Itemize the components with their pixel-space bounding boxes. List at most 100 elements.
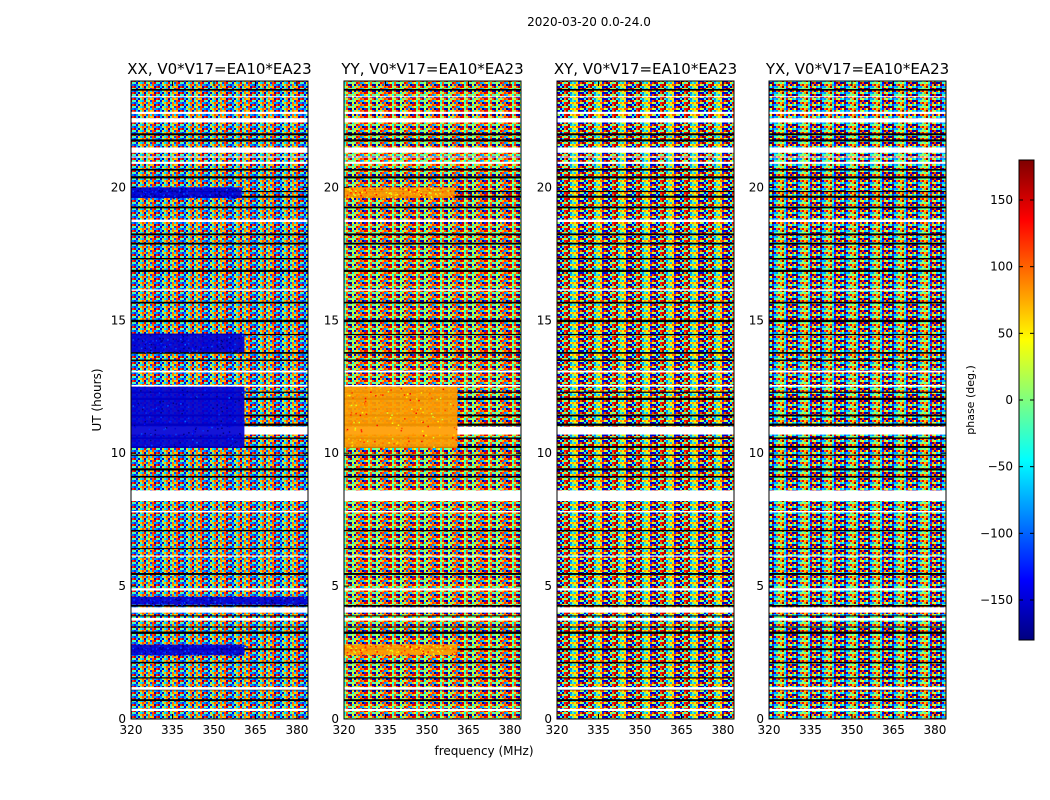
- speckle: [178, 599, 180, 602]
- speckle: [165, 651, 168, 654]
- speckle: [455, 653, 458, 656]
- flag-stripe: [769, 352, 946, 354]
- speckle: [363, 654, 365, 656]
- speckle: [137, 402, 139, 405]
- speckle: [149, 334, 152, 337]
- speckle: [449, 649, 451, 651]
- speckle: [168, 193, 171, 195]
- speckle: [223, 338, 225, 341]
- flag-stripe: [131, 219, 308, 222]
- speckle: [194, 431, 196, 433]
- speckle: [237, 602, 239, 604]
- speckle: [228, 651, 231, 653]
- speckle: [230, 646, 233, 648]
- speckle: [359, 649, 362, 651]
- speckle: [397, 654, 399, 657]
- speckle: [207, 346, 209, 349]
- colorbar-label: phase (deg.): [964, 365, 977, 435]
- speckle: [234, 604, 237, 606]
- speckle: [183, 193, 185, 195]
- speckle: [350, 647, 353, 650]
- speckle: [400, 387, 403, 390]
- speckle: [397, 651, 400, 653]
- figure-suptitle: 2020-03-20 0.0-24.0: [527, 15, 651, 29]
- speckle: [175, 604, 178, 606]
- speckle: [169, 393, 171, 396]
- speckle: [192, 195, 195, 197]
- speckle: [234, 401, 237, 403]
- flag-stripe: [131, 529, 308, 532]
- speckle: [254, 597, 256, 599]
- speckle: [144, 195, 146, 197]
- flag-stripe: [557, 708, 734, 712]
- speckle: [168, 650, 171, 653]
- speckle: [152, 648, 154, 650]
- speckle: [140, 390, 142, 392]
- flag-stripe: [344, 156, 521, 158]
- flag-stripe: [131, 168, 308, 171]
- speckle: [200, 653, 202, 655]
- speckle: [163, 193, 166, 195]
- speckle: [160, 191, 163, 193]
- speckle: [137, 647, 139, 649]
- flag-stripe: [344, 301, 521, 304]
- speckle: [197, 647, 200, 649]
- speckle: [412, 433, 415, 435]
- speckle: [196, 654, 198, 656]
- speckle: [215, 191, 218, 193]
- x-tick-label: 365: [882, 723, 905, 737]
- speckle: [268, 602, 271, 605]
- speckle: [245, 598, 248, 600]
- speckle: [152, 604, 155, 606]
- speckle: [227, 652, 230, 654]
- speckle: [144, 652, 146, 655]
- speckle: [154, 346, 157, 349]
- speckle: [221, 190, 223, 192]
- speckle: [187, 417, 190, 420]
- speckle: [186, 192, 188, 195]
- speckle: [159, 400, 161, 403]
- speckle: [143, 192, 145, 195]
- flag-stripe: [769, 414, 946, 417]
- speckle: [144, 420, 146, 423]
- waterfall-image: [344, 81, 521, 719]
- speckle: [234, 343, 236, 346]
- speckle: [140, 645, 142, 647]
- speckle: [351, 645, 353, 648]
- speckle: [142, 348, 145, 350]
- speckle: [164, 599, 166, 602]
- flag-stripe: [557, 437, 734, 439]
- speckle: [380, 434, 383, 437]
- speckle: [149, 188, 151, 190]
- speckle: [430, 192, 432, 194]
- speckle: [139, 187, 142, 190]
- speckle: [350, 190, 353, 192]
- flag-stripe: [131, 352, 308, 354]
- panel-xx: XX, V0*V17=EA10*EA23 320 335 350 365 380 0 5 10 1…: [111, 60, 312, 737]
- flag-stripe: [557, 511, 734, 513]
- speckle: [387, 645, 390, 647]
- flag-stripe: [557, 289, 734, 291]
- speckle: [225, 195, 227, 197]
- speckle: [226, 195, 228, 197]
- speckle: [192, 346, 195, 349]
- speckle: [380, 644, 383, 647]
- panel-title: YY, V0*V17=EA10*EA23: [340, 60, 523, 78]
- flagged-gap: [557, 118, 734, 121]
- speckle: [420, 645, 423, 648]
- speckle: [198, 604, 201, 606]
- speckle: [408, 653, 410, 656]
- speckle: [365, 405, 367, 407]
- speckle: [217, 346, 219, 348]
- speckle: [412, 420, 414, 423]
- speckle: [144, 432, 146, 435]
- flagged-gap: [557, 426, 734, 435]
- speckle: [219, 348, 221, 350]
- speckle: [249, 602, 252, 604]
- speckle: [154, 429, 157, 432]
- speckle: [230, 602, 232, 604]
- speckle: [145, 412, 147, 414]
- y-tick-label: 0: [118, 712, 126, 726]
- flag-stripe: [344, 548, 521, 550]
- speckle: [196, 350, 198, 352]
